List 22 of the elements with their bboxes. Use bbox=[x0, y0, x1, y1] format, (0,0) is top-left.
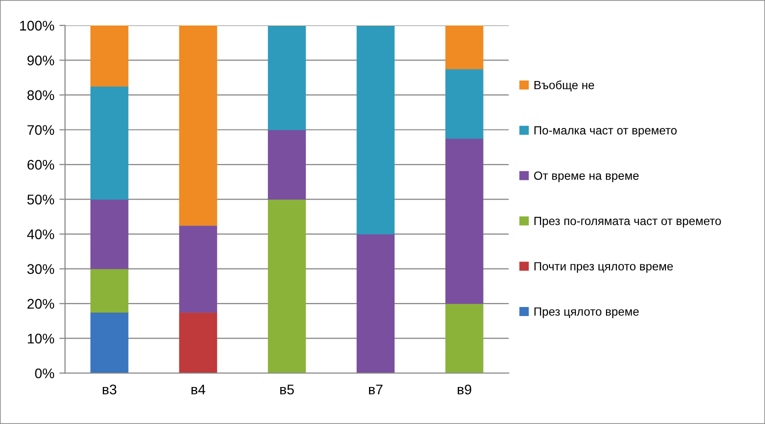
y-tick-label: 10% bbox=[28, 334, 54, 344]
x-tick-label: в3 bbox=[102, 384, 116, 394]
x-tick-label: в7 bbox=[369, 384, 382, 394]
y-tick-label: 60% bbox=[28, 160, 54, 170]
legend-label: През по-голямата част от времето bbox=[534, 216, 721, 228]
y-tick-label: 80% bbox=[27, 90, 54, 100]
y-tick-label: 0% bbox=[35, 368, 54, 378]
legend-label: От време на време bbox=[534, 171, 639, 182]
x-tick-label: в5 bbox=[280, 384, 294, 394]
legend-label: През цялото време bbox=[534, 308, 639, 318]
legend-label: Въобще не bbox=[534, 80, 594, 92]
y-tick-label: 70% bbox=[28, 125, 54, 135]
legend-label: По-малка част от времето bbox=[534, 126, 677, 137]
y-tick-label: 30% bbox=[27, 264, 54, 274]
y-tick-label: 40% bbox=[27, 229, 54, 240]
y-tick-label: 90% bbox=[27, 56, 54, 66]
x-tick-label: в4 bbox=[192, 384, 206, 394]
y-tick-label: 100% bbox=[20, 20, 54, 31]
x-tick-label: в9 bbox=[458, 384, 472, 394]
y-tick-label: 50% bbox=[27, 194, 54, 204]
legend-label: Почти през цялото време bbox=[534, 262, 673, 273]
y-tick-label: 20% bbox=[28, 298, 54, 309]
